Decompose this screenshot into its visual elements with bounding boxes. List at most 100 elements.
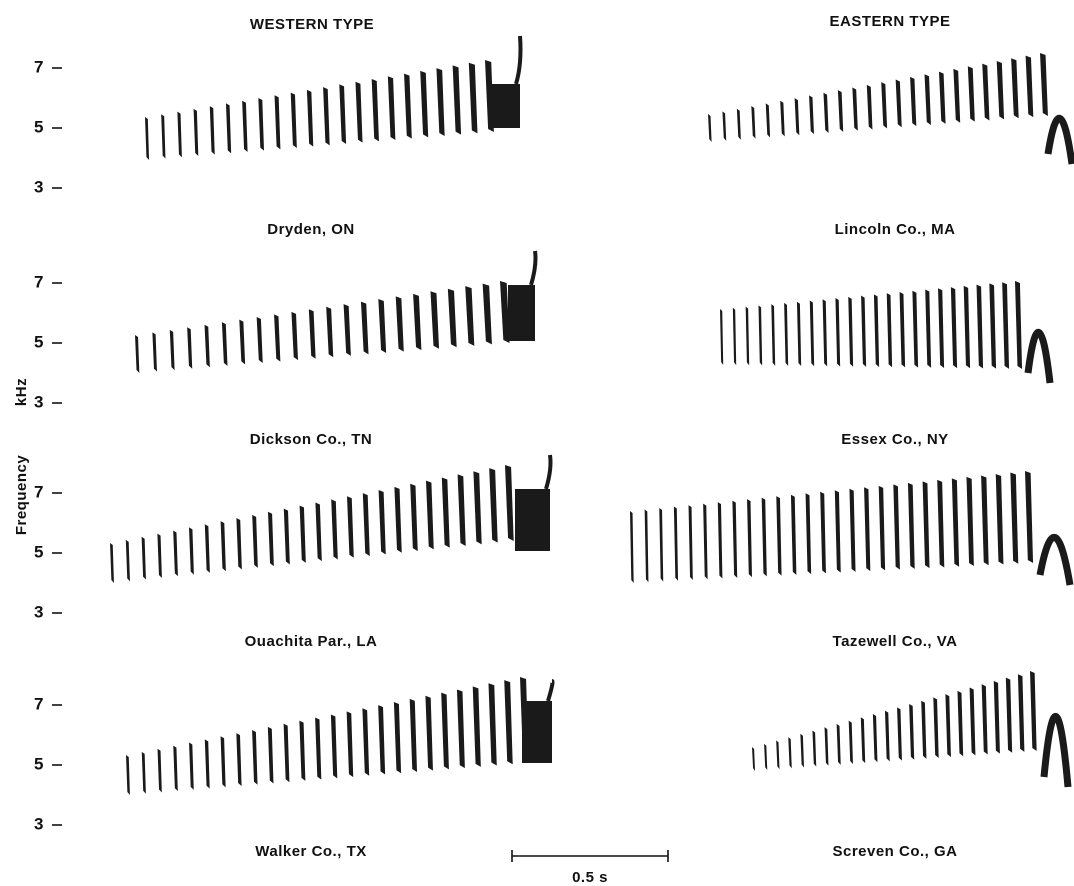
syllable — [771, 304, 776, 366]
y-axis-label: Frequency — [13, 455, 30, 536]
syllable — [505, 465, 514, 541]
syllable — [722, 111, 727, 141]
syllable — [110, 543, 114, 583]
syllable — [784, 302, 789, 366]
syllable — [315, 502, 322, 562]
column-title: WESTERN TYPE — [250, 16, 374, 33]
end-note-arch — [1040, 713, 1072, 788]
syllable — [362, 708, 370, 776]
syllable — [732, 307, 737, 366]
y-tick-label: 3 — [34, 602, 44, 621]
syllable — [966, 476, 974, 566]
syllable — [425, 695, 433, 771]
syllable — [873, 294, 880, 368]
panel-label: Dryden, ON — [267, 221, 355, 238]
panel-label: Lincoln Co., MA — [835, 221, 956, 238]
syllable — [204, 739, 210, 789]
end-note-hook — [546, 679, 555, 702]
end-note — [522, 701, 552, 763]
syllable — [861, 295, 867, 367]
panel-label: Screven Co., GA — [832, 843, 957, 860]
syllable — [173, 530, 178, 577]
syllable — [644, 509, 649, 583]
syllable — [331, 499, 338, 560]
syllable — [860, 717, 866, 764]
syllable — [907, 482, 915, 569]
syllable — [236, 733, 242, 787]
syllable — [1025, 55, 1034, 118]
y-tick-label: 7 — [34, 272, 44, 291]
syllable — [703, 503, 708, 580]
syllable — [413, 293, 422, 351]
syllable — [456, 689, 465, 769]
syllable — [268, 511, 274, 567]
syllable — [688, 505, 693, 581]
syllable — [239, 319, 246, 365]
end-note-hook — [514, 35, 523, 85]
syllable — [126, 755, 130, 795]
syllable — [371, 79, 379, 142]
syllable — [834, 490, 841, 573]
syllable — [447, 288, 457, 348]
syllable — [989, 283, 997, 369]
syllable — [1005, 677, 1013, 753]
syllable — [145, 117, 150, 160]
syllable — [717, 502, 723, 579]
syllable — [274, 314, 281, 362]
syllable — [796, 301, 802, 367]
syllable — [776, 740, 780, 770]
syllable — [849, 488, 856, 572]
y-tick-label: 5 — [34, 542, 44, 561]
syllable — [848, 296, 854, 367]
syllable — [812, 730, 817, 767]
panel-label: Tazewell Co., VA — [833, 633, 958, 650]
syllable — [776, 496, 782, 576]
syllable — [482, 283, 492, 345]
syllable — [976, 284, 984, 369]
syllable — [323, 87, 330, 146]
syllable — [457, 474, 466, 547]
syllable — [866, 84, 873, 130]
syllable — [152, 332, 157, 372]
syllable — [283, 723, 290, 783]
syllable — [378, 489, 386, 555]
syllable — [736, 108, 741, 140]
syllable — [299, 720, 306, 781]
syllable — [420, 70, 429, 138]
syllable — [881, 82, 888, 129]
syllable — [912, 290, 919, 368]
syllable — [933, 697, 939, 758]
syllable — [938, 288, 945, 368]
syllable — [258, 98, 264, 151]
syllable — [452, 65, 462, 135]
syllable — [747, 499, 752, 578]
syllable — [993, 680, 1000, 754]
syllable — [267, 726, 274, 784]
syllable — [441, 477, 450, 548]
syllable — [1010, 472, 1019, 564]
syllable — [886, 293, 893, 368]
y-tick-label: 7 — [34, 57, 44, 76]
syllable — [758, 305, 763, 366]
syllable — [426, 480, 434, 550]
scale-bar-label: 0.5 s — [572, 869, 608, 886]
syllable — [963, 285, 971, 369]
syllable — [945, 694, 951, 758]
syllable — [236, 518, 242, 570]
syllable — [378, 299, 387, 353]
syllable — [274, 95, 281, 150]
syllable — [387, 76, 396, 140]
syllable — [161, 114, 166, 159]
syllable — [1040, 53, 1048, 116]
syllable — [967, 66, 975, 122]
syllable — [1015, 281, 1023, 369]
syllable — [981, 475, 989, 566]
syllable — [220, 521, 226, 572]
syllable — [209, 106, 215, 155]
syllable — [852, 87, 858, 131]
syllable — [346, 711, 354, 778]
end-note — [508, 285, 535, 341]
syllable — [436, 68, 445, 136]
syllable — [794, 98, 800, 136]
